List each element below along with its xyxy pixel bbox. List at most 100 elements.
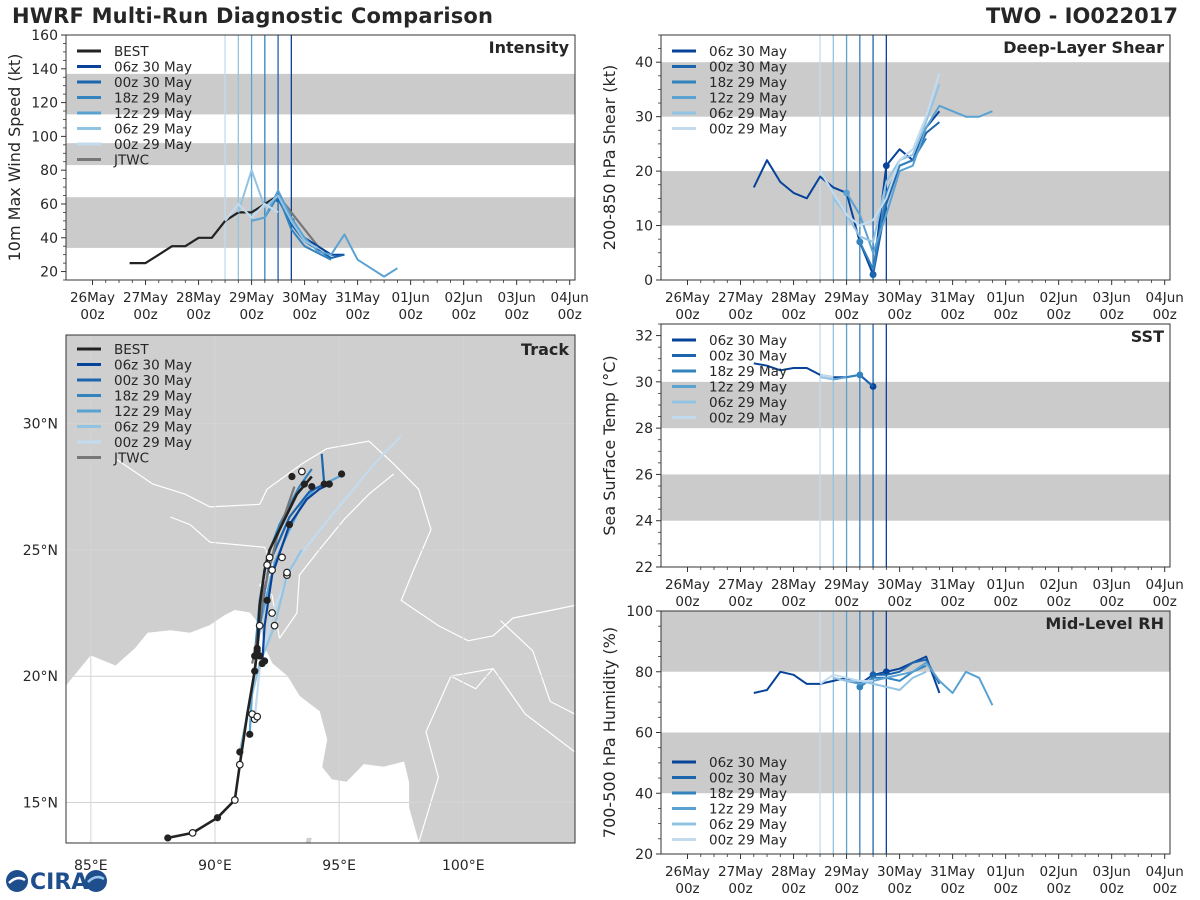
track-legend-label-2: 00z 30 May [114, 373, 192, 389]
track-fix-point-7 [265, 553, 274, 562]
rh-series-5 [819, 673, 874, 685]
shear-xtick-label-5: 31May [930, 290, 975, 306]
shear-title: Deep-Layer Shear [1003, 38, 1164, 57]
shear-chart: 01020304026May00z27May00z28May00z29May00… [600, 34, 1184, 323]
intensity-ytick-label-1: 40 [40, 231, 58, 247]
intensity-band-0 [66, 197, 575, 248]
intensity-xtick-label-6: 01Jun [391, 290, 429, 306]
sst-xtick-sublabel-1: 00z [728, 594, 752, 610]
sst-legend-label-4: 06z 29 May [709, 395, 787, 411]
track-legend-label-7: JTWC [113, 451, 149, 467]
rh-xtick-label-1: 27May [718, 864, 763, 880]
sst-series-5 [819, 373, 834, 379]
shear-xtick-sublabel-1: 00z [728, 307, 752, 323]
intensity-xtick-label-4: 30May [282, 290, 327, 306]
rh-xtick-label-4: 30May [877, 864, 922, 880]
sst-xtick-label-2: 28May [771, 577, 816, 593]
sst-ytick-label-3: 28 [635, 421, 653, 437]
rh-ytick-label-3: 80 [635, 665, 653, 681]
track-point-filled-0 [213, 814, 222, 822]
intensity-legend-label-4: 12z 29 May [114, 106, 192, 122]
intensity-ytick-label-0: 20 [40, 265, 58, 281]
shear-xtick-sublabel-6: 00z [994, 307, 1018, 323]
intensity-xtick-label-9: 04Jun [551, 290, 589, 306]
sst-xtick-label-6: 01Jun [986, 577, 1024, 593]
shear-band-1 [661, 62, 1170, 117]
track-border-0 [115, 440, 575, 642]
shear-xtick-label-7: 02Jun [1040, 290, 1078, 306]
rh-ytick-label-0: 20 [635, 847, 653, 863]
shear-legend-label-1: 00z 30 May [709, 60, 787, 76]
sst-ytick-label-2: 26 [635, 467, 653, 483]
shear-xtick-label-2: 28May [771, 290, 816, 306]
shear-xtick-label-0: 26May [665, 290, 710, 306]
intensity-legend-label-0: BEST [114, 44, 149, 60]
intensity-ytick-label-5: 120 [31, 96, 58, 112]
intensity-xtick-label-7: 02Jun [445, 290, 483, 306]
sst-title: SST [1131, 327, 1164, 346]
rh-xtick-sublabel-1: 00z [728, 881, 752, 897]
sst-xtick-sublabel-9: 00z [1153, 594, 1177, 610]
track-fix-point-12 [263, 596, 271, 604]
rh-legend-label-0: 06z 30 May [709, 755, 787, 771]
sst-xtick-sublabel-6: 00z [994, 594, 1018, 610]
shear-legend-label-5: 00z 29 May [709, 122, 787, 138]
intensity-ytick-label-4: 100 [31, 129, 58, 145]
intensity-xtick-sublabel-7: 00z [452, 307, 476, 323]
track-fix-point-4 [325, 480, 333, 488]
track-fix-point-1 [297, 467, 306, 476]
track-legend-label-6: 00z 29 May [114, 435, 192, 451]
intensity-legend-label-5: 06z 29 May [114, 122, 192, 138]
rh-xtick-label-5: 31May [930, 864, 975, 880]
shear-ytick-label-3: 30 [635, 110, 653, 126]
shear-xtick-sublabel-9: 00z [1153, 307, 1177, 323]
shear-point-2-0 [856, 238, 864, 246]
intensity-xtick-sublabel-1: 00z [133, 307, 157, 323]
rh-xtick-sublabel-4: 00z [887, 881, 911, 897]
shear-legend-label-3: 12z 29 May [709, 91, 787, 107]
intensity-series-7 [224, 203, 279, 222]
sst-ytick-label-1: 24 [635, 514, 653, 530]
shear-legend-label-4: 06z 29 May [709, 106, 787, 122]
track-lines [164, 435, 402, 842]
sst-xtick-sublabel-5: 00z [940, 594, 964, 610]
intensity-series-4 [263, 194, 332, 261]
track-fix-point-9 [263, 561, 272, 569]
intensity-xtick-label-3: 29May [229, 290, 274, 306]
track-border-4 [450, 668, 494, 690]
cira-logo: CIRA [6, 870, 107, 895]
sst-xtick-label-4: 30May [877, 577, 922, 593]
sst-xtick-sublabel-3: 00z [834, 594, 858, 610]
sst-plot-area [753, 362, 877, 390]
track-point-filled-5 [246, 730, 254, 738]
track-lat-label-2: 25°N [23, 543, 58, 559]
sst-series-4 [819, 376, 834, 381]
rh-legend-label-3: 12z 29 May [709, 802, 787, 818]
rh-xtick-sublabel-6: 00z [994, 881, 1018, 897]
shear-xtick-label-9: 04Jun [1146, 290, 1184, 306]
track-chart: 85°E 90°E 95°E 100°E 15°N 20°N 25°N 30°N Track BE… [23, 334, 576, 874]
sst-band-0 [661, 474, 1170, 521]
intensity-ytick-label-6: 140 [31, 62, 58, 78]
sst-band-1 [661, 381, 1170, 429]
sst-xtick-label-0: 26May [665, 577, 710, 593]
storm-id: TWO - IO022017 [985, 4, 1178, 28]
track-point-open-6 [270, 621, 279, 630]
track-point-open-0 [188, 828, 197, 837]
intensity-xtick-sublabel-9: 00z [558, 307, 582, 323]
sst-xtick-sublabel-7: 00z [1047, 594, 1071, 610]
intensity-xtick-sublabel-8: 00z [505, 307, 529, 323]
rh-xtick-label-8: 03Jun [1093, 864, 1131, 880]
track-fix-point-14 [261, 657, 269, 665]
sst-xtick-sublabel-0: 00z [675, 594, 699, 610]
shear-xtick-sublabel-7: 00z [1047, 307, 1071, 323]
shear-plot-area [752, 72, 993, 278]
track-point-open-7 [268, 609, 276, 617]
rh-xtick-sublabel-9: 00z [1153, 881, 1177, 897]
shear-xtick-sublabel-5: 00z [940, 307, 964, 323]
shear-series-5 [819, 72, 941, 227]
shear-xtick-label-4: 30May [877, 290, 922, 306]
rh-ytick-label-1: 40 [635, 786, 653, 802]
sst-xtick-label-8: 03Jun [1093, 577, 1131, 593]
intensity-xtick-label-5: 31May [335, 290, 380, 306]
